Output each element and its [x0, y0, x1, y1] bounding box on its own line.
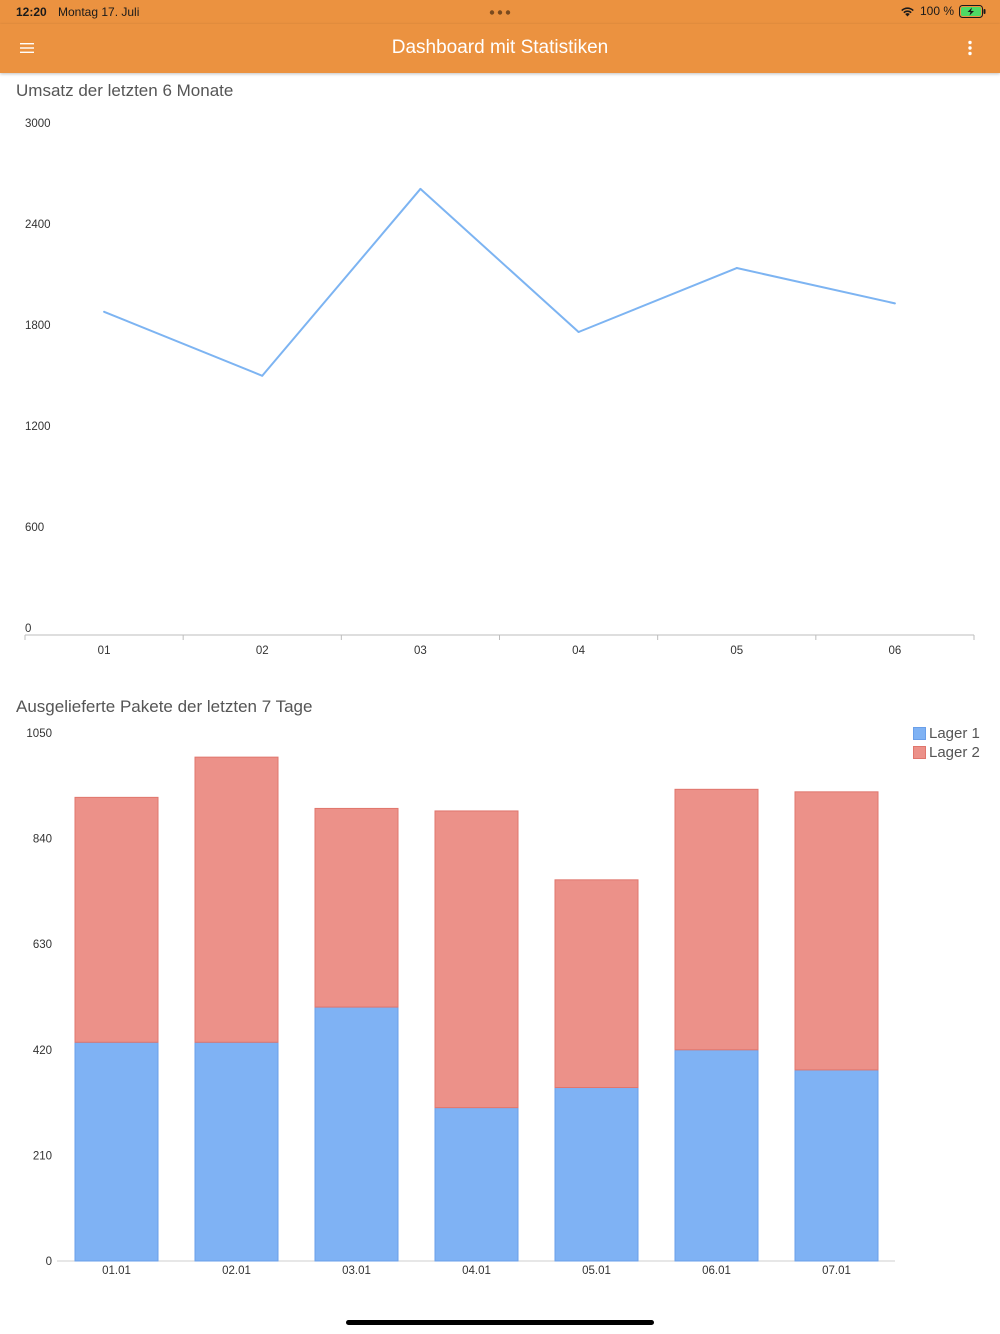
- y-tick-label: 0: [46, 1256, 52, 1268]
- bar-lager-2-06.01: [674, 788, 759, 1051]
- bar-lager-2-02.01: [194, 756, 279, 1043]
- bar-lager-1-07.01: [794, 1069, 879, 1262]
- y-tick-label: 1200: [25, 421, 51, 433]
- status-bar: 12:20 Montag 17. Juli 100 %: [0, 0, 1000, 24]
- x-tick-label: 04.01: [462, 1265, 491, 1277]
- chart-legend: Lager 1 Lager 2: [913, 724, 980, 762]
- more-vertical-icon: [968, 40, 972, 56]
- revenue-data-point: [577, 331, 580, 333]
- status-time: 12:20: [16, 5, 47, 19]
- app-bar: Dashboard mit Statistiken: [0, 24, 1000, 73]
- hamburger-menu-icon: [20, 43, 34, 53]
- legend-label-lager-2: Lager 2: [929, 744, 980, 761]
- revenue-chart-title: Umsatz der letzten 6 Monate: [16, 81, 234, 100]
- revenue-series-line: [103, 187, 896, 377]
- revenue-data-point: [893, 302, 896, 305]
- x-tick-label: 04: [572, 645, 585, 657]
- legend-swatch-lager-1: [913, 727, 926, 740]
- bar-lager-2-01.01: [74, 796, 159, 1043]
- x-tick-label: 03.01: [342, 1265, 371, 1277]
- y-tick-label: 420: [33, 1045, 52, 1057]
- legend-item-lager-2[interactable]: Lager 2: [913, 743, 980, 762]
- packages-chart-title: Ausgelieferte Pakete der letzten 7 Tage: [16, 697, 313, 716]
- legend-label-lager-1: Lager 1: [929, 725, 980, 742]
- more-options-button[interactable]: [956, 34, 984, 62]
- x-tick-label: 01: [98, 645, 111, 657]
- x-tick-label: 05: [730, 645, 743, 657]
- y-tick-label: 210: [33, 1150, 52, 1162]
- status-date: Montag 17. Juli: [58, 5, 140, 19]
- home-indicator[interactable]: [346, 1320, 654, 1325]
- bar-lager-2-04.01: [434, 810, 519, 1109]
- y-tick-label: 1800: [25, 320, 51, 332]
- x-tick-label: 02: [256, 645, 269, 657]
- revenue-data-point: [735, 267, 738, 270]
- status-indicators: 100 %: [900, 4, 986, 18]
- y-tick-label: 3000: [25, 118, 51, 130]
- bar-lager-1-04.01: [434, 1107, 519, 1262]
- x-tick-label: 07.01: [822, 1265, 851, 1277]
- battery-percentage: 100 %: [919, 4, 954, 18]
- x-tick-label: 06.01: [702, 1265, 731, 1277]
- bar-lager-1-02.01: [194, 1041, 279, 1262]
- page-title: Dashboard mit Statistiken: [391, 37, 609, 58]
- bar-lager-1-05.01: [554, 1087, 639, 1262]
- multitasking-dots-icon[interactable]: [489, 10, 511, 15]
- revenue-data-point: [103, 310, 106, 313]
- y-tick-label: 1050: [26, 728, 52, 740]
- menu-button[interactable]: [12, 34, 42, 62]
- x-tick-label: 05.01: [582, 1265, 611, 1277]
- revenue-line-chart: 0 600 1200 1800 2400 3000 01 02 03 04 05 06: [24, 118, 975, 657]
- revenue-data-point: [419, 187, 422, 190]
- bar-lager-2-05.01: [554, 879, 639, 1089]
- x-tick-label: 03: [414, 645, 427, 657]
- bar-lager-1-06.01: [674, 1049, 759, 1262]
- y-tick-label: 630: [33, 939, 52, 951]
- bar-lager-2-07.01: [794, 791, 879, 1071]
- y-tick-label: 840: [33, 834, 52, 846]
- battery-charging-icon: [959, 4, 986, 18]
- bar-lager-2-03.01: [314, 807, 399, 1008]
- bar-lager-1-03.01: [314, 1006, 399, 1262]
- revenue-data-point: [261, 374, 264, 377]
- y-tick-label: 2400: [25, 219, 51, 231]
- legend-item-lager-1[interactable]: Lager 1: [913, 724, 980, 743]
- bar-lager-1-01.01: [74, 1041, 159, 1262]
- y-tick-label: 0: [25, 623, 31, 635]
- packages-bar-chart: 0 210 420 630 840 1050 01.01 02.01 03.01 04.01 05.…: [26, 728, 895, 1277]
- legend-swatch-lager-2: [913, 746, 926, 759]
- wifi-icon: [901, 6, 914, 16]
- y-tick-label: 600: [25, 522, 44, 534]
- x-tick-label: 02.01: [222, 1265, 251, 1277]
- x-tick-label: 06: [889, 645, 902, 657]
- x-tick-label: 01.01: [102, 1265, 131, 1277]
